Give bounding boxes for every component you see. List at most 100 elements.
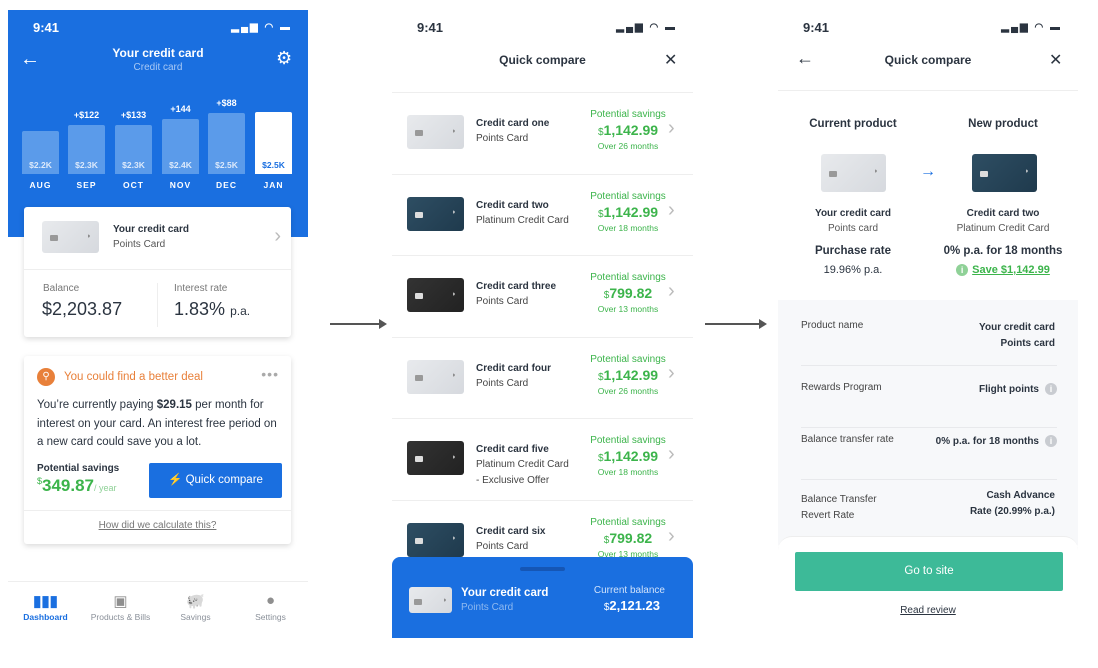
card-name: Credit card five (476, 444, 549, 455)
close-icon[interactable]: ✕ (1049, 52, 1063, 69)
savings-label: Potential savings (590, 272, 666, 283)
compare-list-item[interactable]: ◗ Credit card six Points Card Potential … (392, 499, 693, 581)
current-card-sheet[interactable]: ◗ Your credit card Points Card Current b… (392, 557, 693, 638)
quick-compare-screen: 9:41 ▂▄▆ ◠ ▬ Quick compare ✕ ◗ Credit car… (392, 10, 693, 638)
bar-value-label: $2.4K (169, 159, 192, 170)
time: 9:41 (417, 20, 444, 35)
page-title: Quick compare (499, 53, 586, 67)
bar-sep[interactable]: $2.3K (68, 125, 105, 174)
row-value: 0% p.a. for 18 months (935, 436, 1039, 447)
back-icon[interactable]: ← (20, 48, 40, 70)
savings-period: Over 13 months (597, 304, 659, 314)
gear-icon[interactable]: ⚙ (276, 48, 293, 68)
bar-value-label: $2.2K (29, 159, 52, 170)
page-subtitle: Credit card (133, 62, 183, 73)
compare-list-item[interactable]: ◗ Credit card two Platinum Credit Card P… (392, 173, 693, 255)
detail-row: Balance Transfer Revert Rate Cash Advance… (801, 482, 1057, 532)
info-icon[interactable]: i (1045, 383, 1057, 396)
row-label: Balance Transfer (801, 494, 877, 505)
compare-list-item[interactable]: ◗ Credit card five Platinum Credit Card … (392, 418, 693, 499)
current-product-heading: Current product (809, 118, 897, 130)
card-type: Points Card (476, 133, 529, 144)
bar-oct[interactable]: $2.3K (115, 124, 152, 174)
nav-dashboard[interactable]: ▮▮▮ Dashboard (8, 582, 83, 638)
savings-value: 349.87 (42, 476, 95, 495)
go-to-site-button[interactable]: Go to site (795, 552, 1063, 591)
chevron-right-icon: › (668, 280, 675, 302)
change-label: +$133 (120, 109, 147, 120)
bar-nov[interactable]: $2.4K (162, 118, 199, 174)
info-icon: i (956, 264, 969, 277)
row-value: Flight points (979, 384, 1039, 395)
current-card-name: Your credit card (815, 208, 891, 219)
action-panel: Go to site Read review (778, 536, 1078, 638)
deal-title: You could find a better deal (64, 371, 203, 383)
change-label: +$122 (73, 110, 100, 121)
card-name: Credit card four (476, 362, 552, 374)
new-product-heading: New product (968, 118, 1038, 130)
read-review-link[interactable]: Read review (900, 605, 956, 616)
bar-jan[interactable]: $2.5K (255, 112, 292, 174)
savings-label: Potential savings (590, 353, 666, 365)
currency: $ (37, 476, 43, 486)
row-value-cont: Rate (20.99% p.a.) (969, 506, 1055, 517)
nav-products-bills[interactable]: ▣ Products & Bills (83, 582, 158, 638)
savings-amount: 1,142.99 (603, 122, 659, 138)
wallet-icon: ▣ (113, 593, 128, 610)
signal-wifi-battery-icon: ▂▄▆ ◠ ▬ (616, 22, 677, 33)
chevron-right-icon: › (668, 361, 675, 384)
nav-savings[interactable]: 🐖 Savings (158, 582, 233, 638)
compare-list-item[interactable]: ◗ Credit card three Points Card Potentia… (392, 255, 693, 336)
balance-value: $2,203.87 (42, 299, 123, 319)
save-amount-link[interactable]: Save $1,142.99 (972, 264, 1050, 276)
month-label: SEP (76, 180, 97, 190)
card-name: Credit card one (476, 118, 550, 129)
better-deal-card: ⚲ You could find a better deal ••• You’r… (24, 356, 291, 544)
nav-label: Products & Bills (90, 612, 151, 622)
drag-handle[interactable] (520, 567, 565, 571)
bar-dec[interactable]: $2.5K (208, 112, 245, 174)
card-image: ◗ (407, 441, 464, 475)
card-image: ◗ (407, 278, 464, 312)
chevron-right-icon: › (668, 524, 675, 547)
interest-rate-label: Interest rate (174, 283, 228, 294)
bar-value-label: $2.5K (262, 159, 285, 170)
per-year: / year (94, 483, 117, 493)
compare-list-item[interactable]: ◗ Credit card one Points Card Potential … (392, 92, 693, 173)
dashboard-screen: 9:41 ▂▄▆ ◠ ▬ ← Your credit card Credit ca… (8, 10, 308, 638)
current-card-image: ◗ (821, 154, 886, 192)
signal-wifi-battery-icon: ▂▄▆ ◠ ▬ (231, 22, 292, 33)
back-icon[interactable]: ← (796, 48, 814, 68)
savings-period: Over 26 months (597, 141, 659, 151)
bar-value-label: $2.3K (122, 159, 145, 170)
bar-aug[interactable]: $2.2K (22, 130, 59, 174)
detail-row: Rewards Program Flight points i (801, 380, 1057, 428)
quick-compare-button[interactable]: ⚡ Quick compare (149, 463, 282, 498)
new-card-type: Platinum Credit Card (956, 223, 1050, 234)
product-detail-screen: 9:41 ▂▄▆ ◠ ▬ ← Quick compare ✕ Current pr… (778, 10, 1078, 638)
info-icon[interactable]: i (1045, 435, 1057, 448)
nav-label: Savings (180, 612, 211, 622)
how-calculated-link[interactable]: How did we calculate this? (98, 520, 217, 531)
savings-amount: 1,142.99 (603, 448, 659, 464)
change-label: +144 (170, 103, 191, 114)
chevron-right-icon: › (668, 117, 675, 139)
month-label: AUG (29, 180, 52, 190)
nav-settings[interactable]: ● Settings (233, 582, 308, 638)
card-type: Points Card (113, 239, 166, 250)
credit-card-summary[interactable]: ◗ Your credit card Points Card › Balance… (24, 207, 291, 337)
month-label: NOV (169, 180, 192, 190)
card-type: Platinum Credit Card (476, 214, 569, 226)
more-options-icon[interactable]: ••• (261, 366, 279, 382)
piggy-bank-icon: 🐖 (186, 593, 205, 610)
purchase-rate-value: 19.96% p.a. (823, 264, 883, 276)
nav-label: Settings (255, 612, 286, 622)
savings-period: Over 26 months (597, 385, 659, 396)
signal-wifi-battery-icon: ▂▄▆ ◠ ▬ (1001, 22, 1062, 33)
chevron-right-icon: › (668, 198, 675, 221)
close-icon[interactable]: ✕ (664, 52, 678, 69)
card-type: Points Card (476, 540, 529, 552)
compare-list-item[interactable]: ◗ Credit card four Points Card Potential… (392, 336, 693, 418)
month-label: JAN (263, 180, 284, 190)
status-bar: 9:41 ▂▄▆ ◠ ▬ (392, 20, 693, 40)
